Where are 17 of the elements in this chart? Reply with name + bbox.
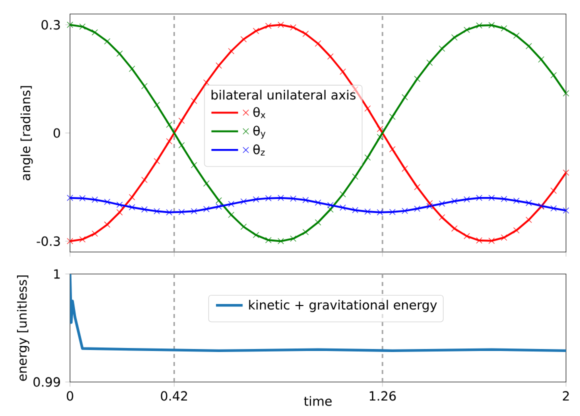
y-tick-label: 0 [54,128,60,138]
y-tick-label: 0.3 [42,20,60,30]
x-tick-label: 0.42 [160,391,187,401]
y-tick-label: 0.99 [33,377,60,387]
y-axis-title: angle [radians] [20,86,33,180]
x-tick-label: 1.26 [370,391,396,401]
y-axis-title: energy [unitless] [17,276,30,381]
x-tick-label: 2 [562,391,569,401]
y-tick-label: -0.3 [36,236,60,246]
x-axis-title: time [304,396,332,406]
legend-label: kinetic + gravitational energy [249,300,437,312]
legend-label: θ$_{x}$ [253,107,266,118]
y-tick-label: 1 [54,269,60,279]
x-tick-label: 0 [66,391,74,401]
legend-title: bilateral unilateral axis [212,90,356,100]
legend-label: θ$_{z}$ [253,144,265,156]
legend-label: θ$_{y}$ [253,126,266,139]
